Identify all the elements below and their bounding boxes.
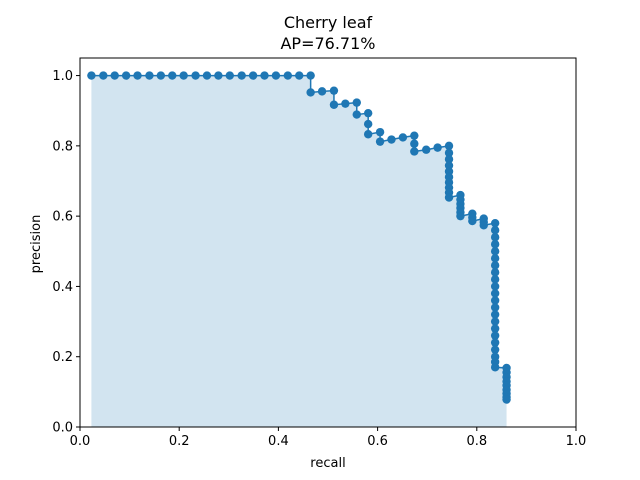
x-tick-label: 0.4 [268,434,289,449]
data-point [87,71,96,80]
data-point [375,137,385,146]
data-point [352,98,361,107]
data-point [490,363,500,372]
data-point [271,71,281,80]
data-point [237,71,246,80]
data-point [444,161,454,170]
data-point [283,71,293,80]
data-point [490,240,500,249]
data-point [490,254,500,263]
data-point [444,193,454,202]
x-tick-label: 0.6 [367,434,388,449]
data-point [341,99,350,108]
data-point [456,211,465,221]
data-point [422,145,431,154]
y-tick-label: 0.6 [52,210,73,225]
y-tick-label: 0.4 [52,280,73,295]
data-point [99,71,108,80]
y-tick-label: 0.0 [52,421,73,436]
data-point [444,155,454,164]
data-point [502,395,511,404]
data-point [468,216,477,226]
data-point [490,282,500,291]
data-point [410,139,419,148]
data-point [398,133,408,142]
data-point [490,233,500,242]
data-point [329,100,339,109]
data-point [490,345,500,354]
x-axis-label: recall [310,456,345,471]
x-tick-label: 0.2 [169,434,190,449]
data-point [387,135,396,144]
data-point [214,71,223,80]
area-under-curve [91,75,507,428]
data-point [490,324,500,333]
data-point [168,71,177,80]
data-point [202,71,212,80]
data-point [490,268,500,277]
data-point [363,119,373,129]
chart-subtitle: AP=76.71% [280,34,375,53]
data-point [156,71,166,80]
y-tick-label: 0.8 [52,139,73,154]
data-point [410,147,419,156]
data-point [490,296,500,305]
data-point [295,71,304,80]
data-point [133,71,142,80]
data-point [248,71,258,80]
data-point [433,143,442,152]
y-tick-label: 1.0 [52,69,73,84]
data-point [121,71,131,80]
data-point [306,71,315,80]
data-point [363,108,373,118]
data-point [490,303,500,312]
y-tick-label: 0.2 [52,350,73,365]
data-point [145,71,154,80]
data-point [490,275,500,284]
x-tick-label: 0.8 [466,434,487,449]
data-point [110,71,119,80]
data-point [363,130,373,139]
data-point [375,127,385,137]
data-point [179,71,188,80]
data-point [490,218,500,228]
data-point [490,310,500,319]
data-point [317,87,327,96]
data-point [225,71,234,80]
data-point [490,226,500,235]
data-point [352,110,361,119]
data-point [444,148,454,158]
data-point [490,247,500,256]
data-point [191,71,200,80]
data-point [490,261,500,270]
x-tick-label: 0.0 [70,434,91,449]
axes-frame [79,57,577,428]
data-point [479,221,488,230]
data-point [260,71,269,80]
y-axis-label: precision [29,215,44,274]
data-point [410,131,419,140]
data-point [490,338,500,347]
data-point [490,317,500,326]
plot-area [79,57,577,428]
data-point [490,289,500,298]
data-point [444,141,454,151]
data-point [490,331,500,340]
x-tick-label: 1.0 [566,434,587,449]
axis-ticks: 0.0 0.2 0.4 0.6 0.8 1.0 0.0 0.2 0.4 0.6 0.8 1.0 [52,69,586,449]
chart-title: Cherry leaf [284,13,373,32]
data-point [329,86,339,95]
data-point [306,88,315,97]
